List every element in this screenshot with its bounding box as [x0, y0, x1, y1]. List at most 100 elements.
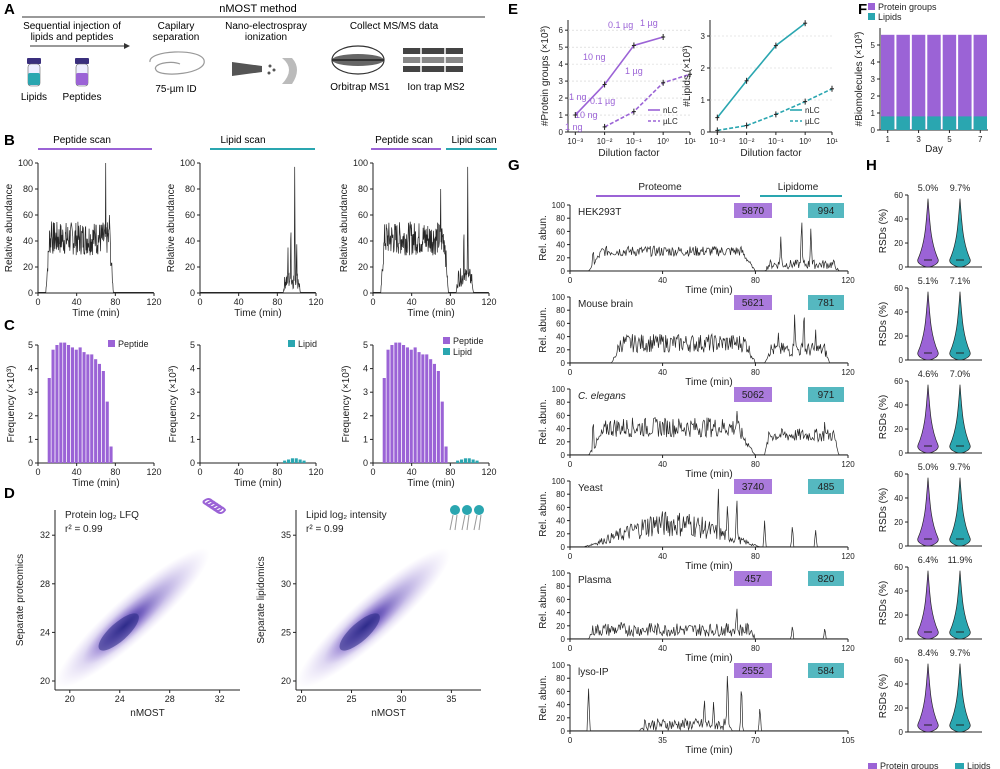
y-tick-label: 60 — [894, 656, 903, 665]
y-tick-label: 40 — [556, 701, 565, 710]
y-tick-label: 1 — [559, 111, 564, 120]
chromatogram-plot: 0 20 40 60 80 100 0 40 80 120 Time (min) Relative a… — [339, 158, 497, 319]
x-tick-label: 3 — [916, 135, 921, 144]
legend-swatch — [443, 348, 450, 355]
lipid-rsd-median: 11.9% — [948, 555, 973, 565]
x-tick-label: 1 — [885, 135, 890, 144]
x-tick-label: 10¹ — [684, 137, 696, 146]
x-tick-label: 80 — [751, 276, 760, 285]
y-tick-label: 1 — [871, 109, 876, 118]
y-tick-label: 3 — [363, 387, 368, 397]
step1-line2: lipids and peptides — [31, 32, 114, 43]
y-tick-label: 0 — [899, 356, 904, 365]
dilution-plot: 0 1 2 3 10⁻³ 10⁻² 10⁻¹ 10⁰ 10¹ Dilution factor #Li… — [682, 20, 838, 159]
y-tick-label: 40 — [556, 333, 565, 342]
violin-plot: 0 20 40 60 RSDs (%) 5.0% 9.7% — [878, 183, 982, 272]
y-tick-label: 100 — [552, 201, 566, 210]
x-tick-label: 20 — [65, 694, 75, 704]
sample-chromatogram: 0 20 40 60 80 100 0 35 70 105 Time (min) Rel. abun.… — [538, 661, 855, 756]
protein-count-badge — [734, 663, 772, 678]
protein-rsd-median: 5.1% — [918, 276, 939, 286]
chromatogram-plot: 0 20 40 60 80 100 0 40 80 120 Time (min) Relative a… — [4, 158, 162, 319]
sample-name: Yeast — [578, 483, 603, 494]
y-tick-label: 4 — [190, 364, 195, 374]
violin-plot: 0 20 40 60 RSDs (%) 6.4% 11.9% — [878, 555, 982, 644]
lipid-rsd-median: 9.7% — [950, 462, 971, 472]
x-tick-label: 120 — [841, 460, 855, 469]
lipid-bar — [896, 116, 910, 130]
x-tick-label: 40 — [658, 460, 667, 469]
lipid-violin — [949, 663, 971, 733]
peptide-bar — [101, 371, 105, 463]
lipid-tail — [473, 514, 478, 531]
sample-name: lyso-IP — [578, 667, 609, 678]
peptide-bar — [386, 349, 390, 463]
lipid-violin — [949, 198, 971, 268]
lipid-rsd-median: 9.7% — [950, 648, 971, 658]
density-plot: 20 25 30 35 20 25 30 35 nMOST Separate lipidomics… — [256, 510, 481, 719]
y-tick-label: 100 — [552, 293, 566, 302]
y-axis-label: Relative abundance — [339, 183, 350, 272]
r-squared-label: r² = 0.99 — [306, 524, 344, 535]
peptide-bar — [105, 401, 109, 463]
y-axis-label: #Protein groups (×10³) — [540, 26, 551, 126]
y-tick-label: 4 — [559, 60, 564, 69]
lipid-head — [450, 505, 460, 515]
y-tick-label: 0 — [899, 728, 904, 737]
x-tick-label: 120 — [146, 297, 161, 307]
y-tick-label: 5 — [871, 41, 876, 50]
x-tick-label: 40 — [234, 297, 244, 307]
ms1-label: Orbitrap MS1 — [330, 82, 390, 93]
y-tick-label: 60 — [556, 687, 565, 696]
y-axis-label: Rel. abun. — [538, 307, 549, 353]
peptide-bar — [398, 342, 402, 463]
y-tick-label: 20 — [281, 676, 291, 686]
peptide-bar — [390, 345, 394, 463]
protein-rsd-median: 5.0% — [918, 183, 939, 193]
lipid-count: 485 — [818, 482, 835, 493]
y-tick-label: 3 — [871, 75, 876, 84]
y-tick-label: 4 — [871, 58, 876, 67]
lipid-count: 994 — [818, 206, 835, 217]
dilution-annotation: 1 µg — [625, 66, 643, 76]
protein-violin — [917, 291, 939, 361]
lipid-count: 781 — [818, 298, 835, 309]
x-tick-label: 0 — [568, 736, 573, 745]
y-tick-label: 5 — [190, 340, 195, 350]
y-axis-label: Rel. abun. — [538, 583, 549, 629]
y-tick-label: 60 — [556, 595, 565, 604]
y-tick-label: 20 — [358, 262, 368, 272]
peptide-bar — [67, 345, 71, 463]
x-tick-label: 120 — [841, 276, 855, 285]
x-tick-label: 120 — [841, 552, 855, 561]
lipid-count-badge — [808, 387, 844, 402]
step2-line2: separation — [153, 32, 200, 43]
lipid-icon — [449, 505, 484, 531]
protein-bar — [958, 34, 972, 130]
peptide-bar — [421, 354, 425, 463]
x-tick-label: 0 — [197, 297, 202, 307]
capillary-label: 75-µm ID — [155, 84, 196, 95]
y-tick-label: 60 — [556, 319, 565, 328]
y-tick-label: 40 — [894, 215, 903, 224]
y-tick-label: 0 — [190, 458, 195, 468]
peptide-bar — [382, 378, 386, 463]
y-tick-label: 1 — [701, 96, 706, 105]
y-tick-label: 24 — [40, 627, 50, 637]
histogram-plot: 0 1 2 3 4 5 0 40 80 120 Time (min) Frequency (×10³)… — [6, 339, 162, 489]
density-plot: 20 24 28 32 20 24 28 32 nMOST Separate proteomics… — [15, 510, 240, 719]
y-tick-label: 100 — [552, 569, 566, 578]
x-tick-label: 80 — [751, 460, 760, 469]
x-axis-label: Time (min) — [407, 308, 454, 319]
x-tick-label: 40 — [72, 297, 82, 307]
lipid-head — [462, 505, 472, 515]
x-tick-label: 10⁻³ — [567, 137, 583, 146]
sample-trace — [570, 410, 848, 456]
y-tick-label: 100 — [18, 158, 33, 168]
panel-letter: F — [858, 1, 867, 18]
protein-bar — [896, 34, 910, 130]
lipid-count-badge — [808, 571, 844, 586]
y-tick-label: 20 — [894, 332, 903, 341]
protein-icon — [202, 498, 227, 514]
